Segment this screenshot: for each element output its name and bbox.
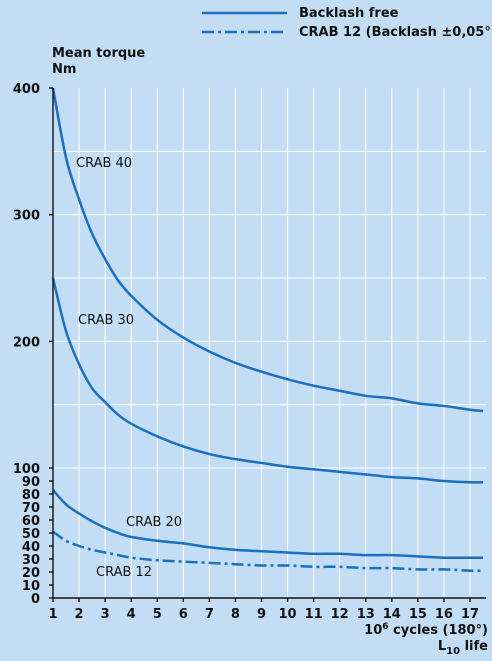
grid-layer: [53, 88, 486, 598]
y-axis-unit: Nm: [52, 62, 76, 77]
y-axis-label: Mean torque: [52, 46, 145, 61]
x-tick-label: 6: [179, 607, 188, 622]
series-line-crab-40: [51, 87, 484, 413]
x-axis-label: 106 cycles (180°): [364, 622, 488, 638]
series-line-crab-30: [51, 277, 484, 484]
x-tick-label: 8: [231, 607, 240, 622]
y-tick-label: 90: [22, 475, 40, 490]
x-tick-label: 17: [461, 607, 479, 622]
x-tick-label: 7: [205, 607, 214, 622]
x-tick-label: 12: [331, 607, 349, 622]
series-label-crab-30: CRAB 30: [78, 313, 134, 328]
series-label-crab-20: CRAB 20: [126, 515, 182, 530]
x-tick-label: 2: [75, 607, 84, 622]
y-tick-label: 60: [22, 514, 40, 529]
series-label-crab-12: CRAB 12: [96, 565, 152, 580]
y-tick-label: 70: [22, 501, 40, 516]
x-axis-label-rest: cycles (180°): [389, 623, 488, 638]
legend-label-dashdot: CRAB 12 (Backlash ±0,05°): [299, 25, 492, 40]
y-tick-label: 0: [31, 592, 40, 607]
legend-label-solid: Backlash free: [299, 6, 399, 21]
x-tick-label: 13: [357, 607, 375, 622]
y-tick-label: 40: [22, 540, 40, 555]
axis-layer: [52, 88, 486, 599]
y-tick-label: 400: [13, 82, 40, 97]
y-tick-label: 50: [22, 527, 40, 542]
y-tick-label: 30: [22, 553, 40, 568]
y-tick-label: 100: [13, 462, 40, 477]
x-axis-label-sup: 6: [382, 622, 388, 632]
series-line-crab-12: [52, 530, 484, 573]
y-tick-label: 200: [13, 335, 40, 350]
x-tick-label: 3: [101, 607, 110, 622]
x-tick-label: 15: [409, 607, 427, 622]
y-tick-label: 80: [22, 488, 40, 503]
x-axis-label-base: 10: [364, 623, 382, 638]
legend: Backlash free CRAB 12 (Backlash ±0,05°): [202, 6, 492, 40]
x-tick-label: 14: [383, 607, 401, 622]
x-tick-label: 1: [48, 607, 57, 622]
x-tick-label: 5: [153, 607, 162, 622]
x-tick-label: 10: [279, 607, 297, 622]
series-label-crab-40: CRAB 40: [76, 156, 132, 171]
x-axis-life-base: L: [438, 639, 446, 654]
x-tick-label: 11: [305, 607, 323, 622]
series-line-crab-20: [52, 489, 484, 560]
y-tick-label: 10: [22, 579, 40, 594]
y-tick-label: 20: [22, 566, 40, 581]
series-layer: [51, 87, 484, 573]
x-tick-label: 4: [127, 607, 136, 622]
x-axis-life-sub: 10: [446, 646, 460, 657]
x-tick-label: 16: [435, 607, 453, 622]
y-tick-label: 300: [13, 209, 40, 224]
x-axis-life-label: L10 life: [438, 639, 488, 657]
x-axis-life-rest: life: [460, 639, 488, 654]
x-tick-label: 9: [257, 607, 266, 622]
